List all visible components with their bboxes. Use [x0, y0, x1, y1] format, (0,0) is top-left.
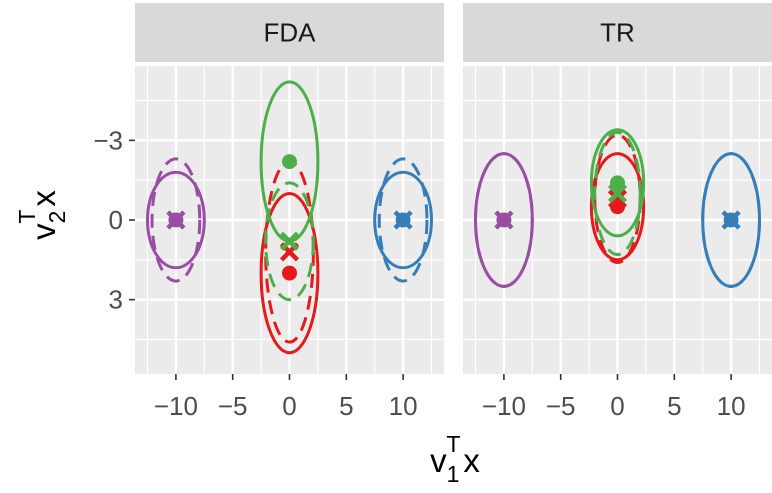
estimate-cross — [607, 183, 628, 204]
estimated-ellipse — [473, 152, 534, 288]
mean-point — [282, 265, 297, 281]
cluster-purple — [145, 157, 206, 283]
cluster-green — [589, 128, 646, 257]
strip-background — [463, 3, 772, 62]
panels-layer: FDA TR — [135, 3, 772, 374]
x-axis-title-superscript: T — [446, 431, 460, 457]
true-ellipse — [259, 191, 320, 355]
x-tick-label: 10 — [389, 391, 418, 421]
cluster-green — [259, 80, 320, 302]
estimated-ellipse — [264, 181, 315, 302]
estimate-cross — [607, 189, 628, 209]
x-tick-label: 0 — [282, 391, 296, 421]
y-axis-title-superscript: T — [14, 210, 40, 224]
estimate-cross — [166, 210, 186, 230]
x-tick-label: −10 — [154, 391, 198, 421]
x-axis-title-base: v — [430, 442, 447, 479]
cluster-purple — [473, 152, 534, 288]
cluster-blue — [701, 152, 762, 288]
strip-label: FDA — [264, 18, 317, 48]
y-axis-title-tail: x — [25, 190, 62, 207]
estimated-ellipse — [377, 157, 429, 283]
x-axis-title-subscript: 1 — [447, 461, 460, 487]
true-ellipse — [145, 170, 206, 270]
x-axis: −10 −5 0 5 10 −10 −5 0 5 10 — [154, 374, 746, 421]
x-tick-label: 10 — [717, 391, 746, 421]
svg-text:v2Tx: v2Tx — [14, 190, 70, 240]
estimated-ellipse — [701, 152, 762, 288]
strip-background — [135, 3, 444, 62]
cluster-blue — [373, 157, 434, 283]
y-tick-label: 0 — [109, 205, 123, 235]
x-axis-title-tail: x — [463, 442, 480, 479]
y-axis-title: v2Tx — [14, 190, 70, 240]
estimate-cross — [721, 210, 741, 230]
panel-tr: TR — [463, 3, 772, 374]
y-tick-label: −3 — [93, 125, 123, 155]
svg-text:v1Tx: v1 Tx — [430, 431, 480, 487]
y-tick-label: 3 — [109, 285, 123, 315]
x-tick-label: 0 — [610, 391, 624, 421]
panel-fda: FDA — [135, 3, 444, 374]
y-axis-title-base: v — [25, 223, 62, 240]
true-ellipse — [589, 128, 646, 238]
y-axis: 3 0 −3 — [93, 125, 135, 315]
estimate-cross — [393, 210, 413, 230]
x-tick-label: −5 — [546, 391, 576, 421]
estimate-cross — [494, 210, 514, 230]
x-tick-label: 5 — [339, 391, 353, 421]
strip-label: TR — [600, 18, 635, 48]
mean-point — [282, 154, 297, 170]
y-axis-title-subscript: 2 — [44, 211, 70, 224]
x-tick-label: 5 — [667, 391, 681, 421]
true-ellipse — [373, 170, 434, 270]
x-axis-title: v1 Tx — [430, 431, 480, 487]
estimate-cross — [279, 231, 300, 251]
true-ellipse — [589, 152, 646, 262]
x-tick-label: −5 — [218, 391, 248, 421]
estimated-ellipse — [593, 130, 642, 257]
estimated-ellipse — [150, 157, 202, 283]
x-tick-label: −10 — [482, 391, 526, 421]
